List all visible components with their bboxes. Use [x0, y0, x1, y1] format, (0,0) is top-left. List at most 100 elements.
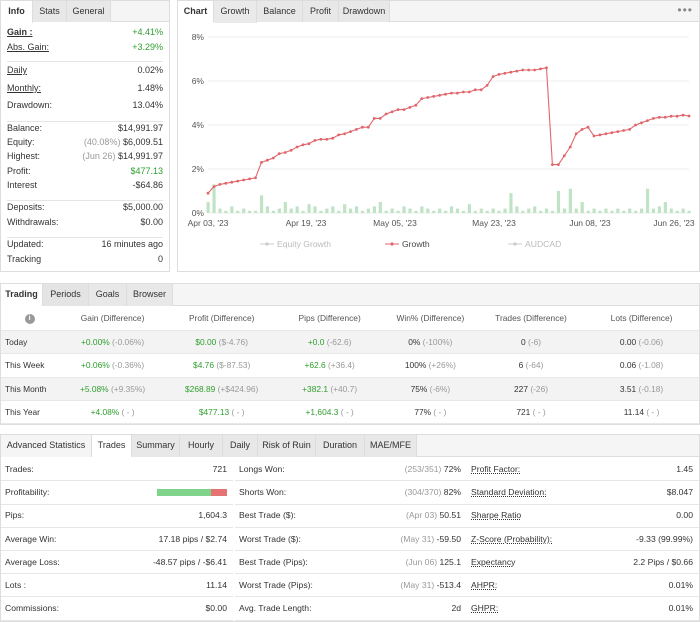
growth-point — [212, 185, 216, 189]
periods-column-header: Pips (Difference) — [276, 307, 383, 331]
growth-point — [206, 191, 210, 195]
period-cell: +4.08% ( - ) — [58, 400, 167, 425]
audcad-bar — [550, 210, 555, 213]
audcad-bar — [645, 188, 650, 213]
stat-note: (Jun 06) — [405, 556, 440, 567]
tab-periods[interactable]: Periods — [43, 284, 89, 306]
growth-point — [616, 130, 620, 133]
tab-daily[interactable]: Daily — [223, 435, 258, 457]
growth-point — [533, 68, 537, 72]
tab-mae-mfe[interactable]: MAE/MFE — [365, 435, 417, 457]
period-cell: $477.13 ( - ) — [166, 400, 277, 425]
advanced-stats-grid: Trades: 721 Profitability: Pips: 1,604.3 Aver… — [1, 458, 699, 622]
growth-point — [372, 117, 376, 120]
stat-value-text: -513.4 — [436, 580, 461, 590]
stat-value-text: 50.51 — [439, 510, 461, 521]
tab-growth[interactable]: Growth — [214, 1, 257, 23]
tab-hourly[interactable]: Hourly — [180, 435, 223, 457]
growth-point — [224, 181, 228, 185]
info-icon[interactable]: i — [1, 307, 59, 331]
info-row-value: 1.48% — [137, 81, 163, 95]
period-value: 3.51 — [619, 383, 637, 394]
info-row-value-text: 16 minutes ago — [101, 239, 163, 249]
growth-point — [307, 142, 311, 146]
audcad-bar — [331, 206, 335, 213]
info-row-note: (Jun 26) — [82, 151, 118, 161]
stat-row: Expectancy 2.2 Pips / $0.66 — [467, 551, 699, 575]
stat-row: Profitability: — [1, 481, 233, 505]
audcad-bar — [521, 210, 525, 213]
growth-point — [319, 137, 323, 141]
period-cell: 11.14 ( - ) — [584, 400, 699, 425]
info-row-value-text: $14,991.97 — [117, 123, 163, 133]
tab-info[interactable]: Info — [1, 1, 33, 23]
audcad-bar — [497, 210, 501, 213]
stat-label: Average Loss: — [5, 556, 60, 567]
info-row-label: Withdrawals: — [7, 217, 59, 227]
tab-duration[interactable]: Duration — [316, 435, 365, 457]
info-row-label: Highest: — [7, 151, 41, 161]
info-row-label: Tracking — [7, 254, 42, 264]
growth-point — [592, 134, 596, 138]
period-value: $4.76 — [193, 360, 214, 371]
growth-point — [580, 128, 584, 131]
period-cell: 0 (-6) — [477, 330, 585, 355]
audcad-bar — [420, 206, 424, 213]
tab-risk-of-ruin[interactable]: Risk of Ruin — [258, 435, 316, 457]
audcad-bar — [432, 210, 436, 213]
tab-browser[interactable]: Browser — [127, 284, 173, 306]
period-difference: ( - ) — [530, 407, 546, 418]
tab-general[interactable]: General — [67, 1, 111, 22]
stat-row: Avg. Trade Length: 2d — [235, 597, 467, 621]
stat-row: Lots : 11.14 — [1, 574, 233, 598]
info-row: Interest -$64.86 — [7, 178, 163, 192]
growth-point — [236, 179, 240, 183]
audcad-bar — [681, 208, 685, 213]
audcad-bar — [360, 210, 365, 213]
tab-summary[interactable]: Summary — [132, 435, 180, 457]
audcad-bar — [568, 188, 572, 213]
tab-stats[interactable]: Stats — [33, 1, 67, 22]
y-tick-label: 6% — [192, 76, 205, 86]
period-value: +0.00% — [81, 337, 110, 348]
period-cell: +0.0 (-62.6) — [276, 330, 383, 355]
audcad-bar — [230, 206, 234, 213]
audcad-bar — [657, 206, 662, 213]
period-difference: (-0.06) — [636, 337, 664, 348]
growth-point — [378, 117, 382, 120]
stat-label: Average Win: — [5, 533, 57, 544]
tab-trading[interactable]: Trading — [1, 284, 43, 306]
growth-point — [479, 88, 483, 92]
period-cell: 75% (-6%) — [382, 377, 478, 402]
period-difference: ( - ) — [119, 407, 135, 418]
period-difference: (-26) — [528, 383, 549, 394]
ellipsis-icon[interactable]: ••• — [677, 3, 693, 17]
info-row-label: Profit: — [7, 166, 31, 176]
info-row: Withdrawals: $0.00 — [7, 215, 163, 229]
info-row-label: Drawdown: — [7, 100, 53, 110]
stat-row: Sharpe Ratio 0.00 — [467, 504, 699, 528]
audcad-bar — [669, 208, 673, 213]
tab-chart[interactable]: Chart — [178, 1, 214, 22]
stat-label: AHPR: — [471, 580, 498, 590]
x-tick-label: Jun 26, '23 — [653, 218, 695, 228]
periods-column-header: Lots (Difference) — [584, 307, 699, 331]
tab-goals[interactable]: Goals — [89, 284, 127, 306]
tab-balance[interactable]: Balance — [257, 1, 303, 22]
tab-trades[interactable]: Trades — [92, 435, 132, 457]
tab-drawdown[interactable]: Drawdown — [339, 1, 390, 22]
info-row-value: $0.00 — [140, 215, 163, 229]
period-value: 0% — [408, 337, 421, 348]
stat-row: Worst Trade ($): (May 31) -59.50 — [235, 528, 467, 551]
tab-profit[interactable]: Profit — [303, 1, 339, 22]
growth-point — [628, 128, 632, 131]
audcad-bar — [509, 193, 513, 213]
info-row: Highest: (Jun 26) $14,991.97 — [7, 149, 163, 163]
info-row-value-text: $477.13 — [130, 166, 163, 176]
tab-advanced-statistics[interactable]: Advanced Statistics — [1, 435, 92, 457]
periods-row: This Month +5.08% (+9.35%) $268.89 (+$424.… — [1, 377, 699, 402]
stat-value-text: 82% — [443, 487, 461, 498]
audcad-bar — [265, 206, 270, 213]
info-row-label: Abs. Gain: — [7, 42, 50, 52]
audcad-bar — [651, 208, 656, 213]
